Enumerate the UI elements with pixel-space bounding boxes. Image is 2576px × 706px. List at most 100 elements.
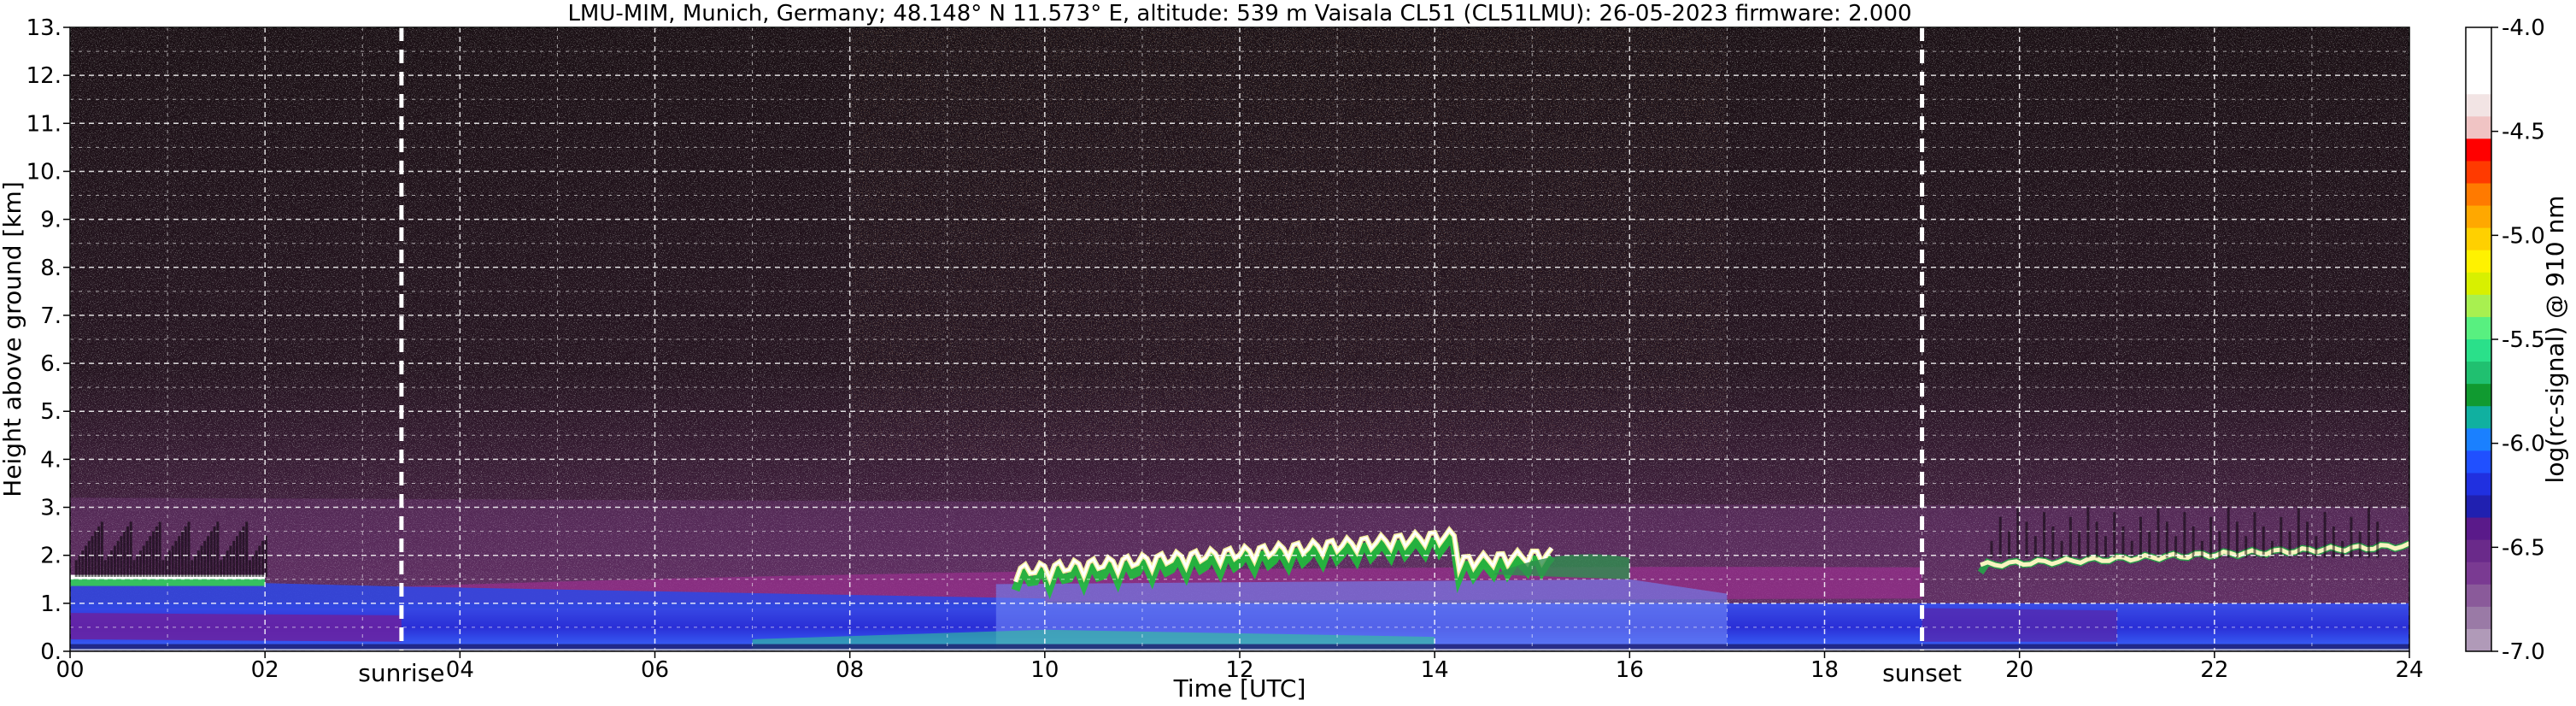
noise-streak bbox=[152, 531, 155, 577]
x-tick-label: 22 bbox=[2200, 657, 2228, 683]
colorbar-segment bbox=[2466, 250, 2491, 274]
colorbar-tick-label: -6.0 bbox=[2502, 432, 2545, 457]
noise-streak bbox=[81, 550, 85, 577]
colorbar-tick-label: -4.0 bbox=[2502, 15, 2545, 41]
colorbar-segment bbox=[2466, 495, 2491, 519]
noise-streak bbox=[2078, 531, 2081, 558]
colorbar-segment bbox=[2466, 272, 2491, 296]
noise-streak bbox=[171, 545, 174, 577]
noise-streak bbox=[84, 545, 87, 577]
noise-streak bbox=[2358, 531, 2362, 558]
noise-streak bbox=[2113, 512, 2116, 558]
noise-streak bbox=[2016, 507, 2020, 558]
x-tick-label: 02 bbox=[251, 657, 279, 683]
noise-streak bbox=[100, 521, 103, 577]
noise-streak bbox=[138, 550, 142, 577]
noise-streak bbox=[261, 540, 265, 577]
cloud-base-green bbox=[1011, 531, 1556, 600]
colorbar-segment bbox=[2466, 72, 2491, 95]
noise-streak bbox=[2235, 521, 2239, 558]
y-tick-label: 10. bbox=[26, 159, 62, 185]
colorbar-tick-label: -6.5 bbox=[2502, 535, 2545, 561]
colorbar: -4.0 -4.5 -5.0 -5.5 -6.0 -6.5 -7.0 bbox=[2465, 15, 2545, 665]
noise-streak bbox=[2174, 536, 2178, 558]
y-tick-label: 2. bbox=[40, 544, 62, 569]
noise-streak bbox=[74, 560, 78, 577]
noise-streak bbox=[2367, 507, 2370, 558]
grid: sunrise sunset bbox=[69, 26, 2410, 687]
near-ground-band bbox=[70, 644, 2409, 651]
noise-streak bbox=[222, 555, 226, 577]
y-tick-label: 13. bbox=[26, 15, 62, 41]
noise-streak bbox=[2227, 507, 2230, 558]
noise-streak bbox=[107, 555, 110, 577]
noise-streak bbox=[2315, 536, 2318, 558]
noise-streak bbox=[116, 540, 120, 577]
noise-streak bbox=[2323, 512, 2327, 558]
noise-streak bbox=[238, 531, 242, 577]
noise-streak bbox=[220, 560, 223, 577]
y-tick-label: 5. bbox=[40, 399, 62, 425]
convective-blob bbox=[1493, 554, 1630, 580]
colorbar-segment bbox=[2466, 183, 2491, 207]
noise-streak bbox=[2051, 527, 2055, 558]
noise-streak bbox=[149, 536, 152, 577]
colorbar-segment bbox=[2466, 227, 2491, 251]
noise-streak bbox=[2192, 527, 2195, 558]
noise-streak bbox=[2376, 521, 2379, 558]
noise-streak bbox=[2280, 516, 2283, 558]
colorbar-tick-label: -5.0 bbox=[2502, 223, 2545, 249]
cloud-top-core bbox=[1014, 527, 1553, 583]
sunrise-label: sunrise bbox=[358, 659, 444, 687]
x-tick-label: 04 bbox=[446, 657, 474, 683]
noise-streak bbox=[2341, 540, 2344, 558]
x-tick-label: 24 bbox=[2395, 657, 2423, 683]
noise-streak bbox=[158, 521, 161, 577]
noise-streak bbox=[2007, 531, 2010, 558]
noise-streak bbox=[2350, 516, 2353, 558]
noise-streak bbox=[2183, 512, 2186, 558]
colorbar-segment bbox=[2466, 473, 2491, 496]
evening-layer-top bbox=[1980, 541, 2409, 569]
noise-streak bbox=[2218, 531, 2221, 558]
colorbar-segment bbox=[2466, 161, 2491, 184]
colorbar-segment bbox=[2466, 138, 2491, 162]
noise-streak bbox=[187, 521, 191, 577]
colorbar-tick-label: -7.0 bbox=[2502, 639, 2545, 665]
noise-streak bbox=[2297, 507, 2300, 558]
x-tick-label: 20 bbox=[2005, 657, 2033, 683]
y-tick-label: 9. bbox=[40, 208, 62, 233]
colorbar-tick-label: -5.5 bbox=[2502, 327, 2545, 353]
morning-aerosol-layer bbox=[70, 581, 1045, 609]
y-tick-label: 1. bbox=[40, 591, 62, 617]
noise-streak bbox=[232, 540, 236, 577]
noise-streak bbox=[1998, 516, 2002, 558]
noise-streak bbox=[264, 536, 267, 577]
x-tick-label: 18 bbox=[1810, 657, 1839, 683]
noise-streak bbox=[110, 550, 114, 577]
noise-streak bbox=[2068, 516, 2072, 558]
colorbar-segment bbox=[2466, 562, 2491, 585]
noise-streak bbox=[165, 555, 168, 577]
noise-streak bbox=[2025, 521, 2028, 558]
noise-streak bbox=[216, 521, 220, 577]
colorbar-segment bbox=[2466, 316, 2491, 340]
noise-streak bbox=[120, 536, 123, 577]
x-tick-label: 10 bbox=[1030, 657, 1059, 683]
x-tick-label: 06 bbox=[641, 657, 669, 683]
noise-streak bbox=[203, 540, 207, 577]
x-tick-label: 14 bbox=[1421, 657, 1449, 683]
noise-streak bbox=[2104, 536, 2107, 558]
noise-streak bbox=[235, 536, 238, 577]
noise-streak bbox=[180, 531, 184, 577]
noise-streak bbox=[2244, 536, 2248, 558]
noise-streak bbox=[2095, 521, 2098, 558]
y-tick-label: 3. bbox=[40, 496, 62, 521]
noise-streak bbox=[2200, 540, 2203, 558]
noise-streak bbox=[2209, 516, 2213, 558]
noise-streak bbox=[1990, 540, 1993, 558]
colorbar-segment bbox=[2466, 428, 2491, 451]
noise-streak bbox=[2156, 507, 2160, 558]
noise-streak bbox=[142, 545, 145, 577]
y-tick-label: 11. bbox=[26, 111, 62, 137]
